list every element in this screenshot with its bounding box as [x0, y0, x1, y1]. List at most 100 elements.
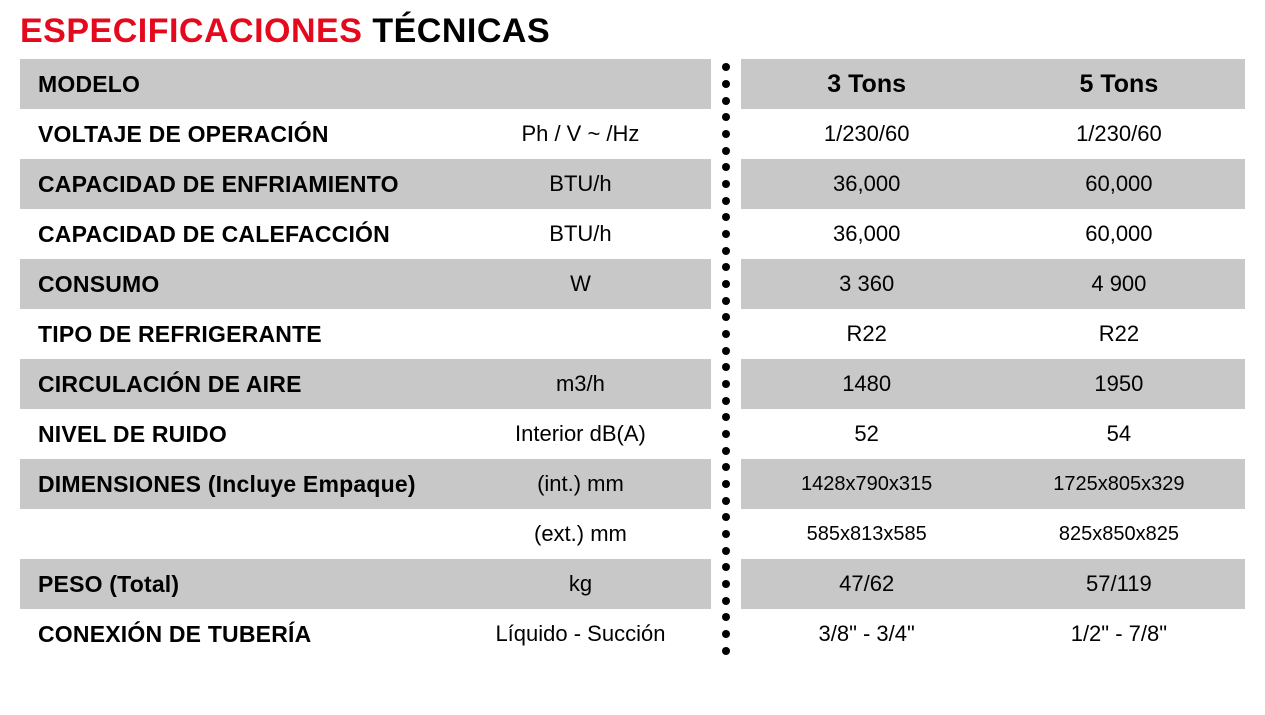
row-unit-dim_ext: (ext.) mm: [450, 509, 710, 559]
title-part2: TÉCNICAS: [372, 12, 550, 50]
divider-dots: [711, 459, 741, 509]
row-unit-consumo: W: [450, 259, 710, 309]
dot-icon: [722, 80, 730, 88]
dot-icon: [722, 230, 730, 238]
row-unit-ruido: Interior dB(A): [450, 409, 710, 459]
table-row: PESO (Total)kg 47/6257/119: [20, 559, 1245, 609]
row-v1-peso: 47/62: [741, 559, 993, 609]
table-row: DIMENSIONES (Incluye Empaque)(int.) mm14…: [20, 459, 1245, 509]
row-unit-dim_int: (int.) mm: [450, 459, 710, 509]
dot-icon: [722, 297, 730, 305]
table-row: CAPACIDAD DE ENFRIAMIENTOBTU/h36,00060,0…: [20, 159, 1245, 209]
dot-icon: [722, 563, 730, 571]
table-row: (ext.) mm 585x813x585825x850x825: [20, 509, 1245, 559]
row-unit-voltaje: Ph / V ~ /Hz: [450, 109, 710, 159]
dot-icon: [722, 513, 730, 521]
dot-icon: [722, 113, 730, 121]
divider-dots: [711, 609, 741, 659]
dot-icon: [722, 363, 730, 371]
divider-dots: [711, 359, 741, 409]
row-label-consumo: CONSUMO: [20, 259, 450, 309]
table-row: MODELO 3 Tons5 Tons: [20, 59, 1245, 109]
table-row: CONEXIÓN DE TUBERÍALíquido - Succión 3/8"…: [20, 609, 1245, 659]
row-label-ruido: NIVEL DE RUIDO: [20, 409, 450, 459]
row-label-peso: PESO (Total): [20, 559, 450, 609]
divider-dots: [711, 209, 741, 259]
row-v2-peso: 57/119: [993, 559, 1245, 609]
table-row: CAPACIDAD DE CALEFACCIÓNBTU/h 36,00060,00…: [20, 209, 1245, 259]
row-label-voltaje: VOLTAJE DE OPERACIÓN: [20, 109, 450, 159]
divider-dots: [711, 509, 741, 559]
row-v2-calef: 60,000: [993, 209, 1245, 259]
row-label-aire: CIRCULACIÓN DE AIRE: [20, 359, 450, 409]
row-v2-refrig: R22: [993, 309, 1245, 359]
dot-icon: [722, 197, 730, 205]
divider-dots: [711, 159, 741, 209]
row-unit-refrig: [450, 309, 710, 359]
divider-dots: [711, 59, 741, 109]
row-v1-dim_ext: 585x813x585: [741, 509, 993, 559]
row-label-calef: CAPACIDAD DE CALEFACCIÓN: [20, 209, 450, 259]
dot-icon: [722, 280, 730, 288]
row-v2-dim_ext: 825x850x825: [993, 509, 1245, 559]
row-v1-enf: 36,000: [741, 159, 993, 209]
table-row: TIPO DE REFRIGERANTE R22R22: [20, 309, 1245, 359]
row-unit-aire: m3/h: [450, 359, 710, 409]
row-v2-dim_int: 1725x805x329: [993, 459, 1245, 509]
dot-icon: [722, 247, 730, 255]
title-part1: ESPECIFICACIONES: [20, 12, 362, 50]
dot-icon: [722, 330, 730, 338]
dot-icon: [722, 313, 730, 321]
dot-icon: [722, 380, 730, 388]
row-label-refrig: TIPO DE REFRIGERANTE: [20, 309, 450, 359]
table-row: CONSUMOW3 3604 900: [20, 259, 1245, 309]
dot-icon: [722, 547, 730, 555]
dot-icon: [722, 597, 730, 605]
row-v1-ruido: 52: [741, 409, 993, 459]
dot-icon: [722, 263, 730, 271]
dot-icon: [722, 480, 730, 488]
row-v1-refrig: R22: [741, 309, 993, 359]
row-v2-aire: 1950: [993, 359, 1245, 409]
dot-icon: [722, 530, 730, 538]
row-label-modelo: MODELO: [20, 59, 450, 109]
row-unit-tuberia: Líquido - Succión: [450, 609, 710, 659]
row-label-enf: CAPACIDAD DE ENFRIAMIENTO: [20, 159, 450, 209]
page-title: ESPECIFICACIONES TÉCNICAS: [20, 12, 1245, 51]
dot-icon: [722, 613, 730, 621]
dot-icon: [722, 347, 730, 355]
row-label-tuberia: CONEXIÓN DE TUBERÍA: [20, 609, 450, 659]
row-unit-calef: BTU/h: [450, 209, 710, 259]
dot-icon: [722, 97, 730, 105]
dot-icon: [722, 147, 730, 155]
row-v1-calef: 36,000: [741, 209, 993, 259]
divider-dots: [711, 559, 741, 609]
row-v1-aire: 1480: [741, 359, 993, 409]
dot-icon: [722, 413, 730, 421]
dot-icon: [722, 180, 730, 188]
spec-table: MODELO 3 Tons5 Tons VOLTAJE DE OPERACIÓNPh…: [20, 59, 1245, 659]
dot-icon: [722, 63, 730, 71]
dot-icon: [722, 630, 730, 638]
row-v1-voltaje: 1/230/60: [741, 109, 993, 159]
row-label-dim_ext: [20, 509, 450, 559]
dot-icon: [722, 163, 730, 171]
divider-dots: [711, 259, 741, 309]
dot-icon: [722, 497, 730, 505]
row-unit-modelo: [450, 59, 710, 109]
table-row: NIVEL DE RUIDOInterior dB(A) 5254: [20, 409, 1245, 459]
row-v2-tuberia: 1/2" - 7/8": [993, 609, 1245, 659]
row-unit-peso: kg: [450, 559, 710, 609]
row-v1-tuberia: 3/8" - 3/4": [741, 609, 993, 659]
row-v2-enf: 60,000: [993, 159, 1245, 209]
dot-icon: [722, 463, 730, 471]
dot-icon: [722, 447, 730, 455]
row-v2-ruido: 54: [993, 409, 1245, 459]
row-v1-consumo: 3 360: [741, 259, 993, 309]
dot-icon: [722, 580, 730, 588]
divider-dots: [711, 409, 741, 459]
dot-icon: [722, 647, 730, 655]
col-header-1: 3 Tons: [741, 59, 993, 109]
col-header-2: 5 Tons: [993, 59, 1245, 109]
divider-dots: [711, 109, 741, 159]
